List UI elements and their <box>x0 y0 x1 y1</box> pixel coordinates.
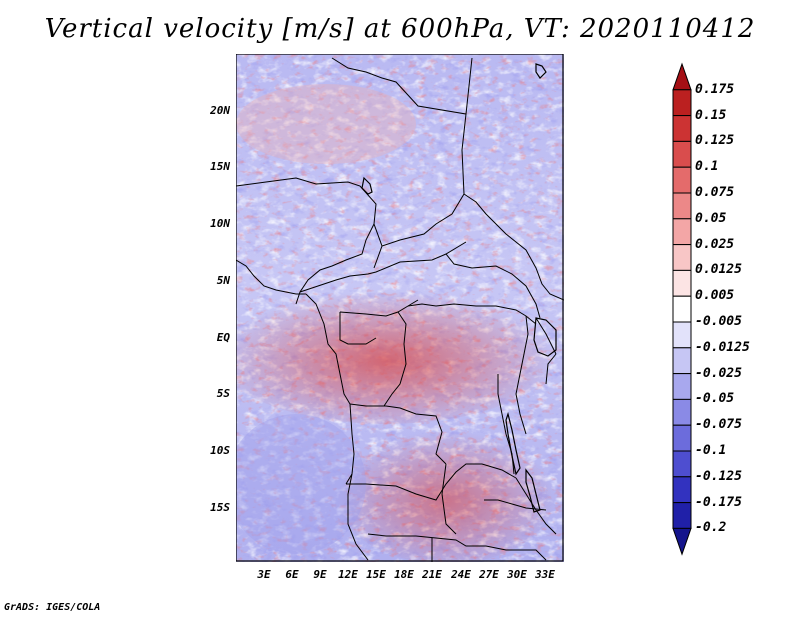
xlabel-15e: 15E <box>366 568 386 581</box>
colorbar-label: -0.175 <box>695 494 742 510</box>
colorbar-label: 0.15 <box>695 107 727 123</box>
colorbar-label: 0.125 <box>695 133 735 149</box>
colorbar-segment <box>672 398 692 426</box>
colorbar-label: -0.025 <box>695 365 742 381</box>
colorbar-label: -0.005 <box>695 314 742 329</box>
lake-victoria <box>533 317 557 357</box>
colorbar-segment <box>672 527 692 556</box>
lake-tanganyika <box>505 411 521 476</box>
ylabel-5n: 5N <box>216 274 230 287</box>
colorbar-label: -0.1 <box>695 443 727 458</box>
convective-belt <box>216 284 556 424</box>
colorbar-label: 0.05 <box>695 210 727 226</box>
ylabel-5s: 5S <box>216 387 230 400</box>
colorbar-label: 0.075 <box>695 185 735 200</box>
atlantic-subsidence <box>226 414 366 554</box>
colorbar-label: -0.125 <box>695 468 742 484</box>
colorbar-segment <box>672 166 692 194</box>
colorbar-label: 0.1 <box>695 159 719 175</box>
colorbar-label: -0.2 <box>695 520 727 536</box>
colorbar-segment <box>672 269 692 297</box>
colorbar-segment <box>672 450 692 478</box>
ylabel-eq: EQ <box>216 331 230 344</box>
lakes <box>361 63 557 513</box>
xlabel-18e: 18E <box>394 568 414 581</box>
colorbar-label: 0.175 <box>695 81 735 97</box>
colorbar-label: -0.05 <box>695 391 735 407</box>
xlabel-33e: 33E <box>535 568 555 581</box>
xlabel-6e: 6E <box>285 568 299 581</box>
ylabel-10n: 10N <box>210 217 230 230</box>
colorbar-segment <box>672 62 692 91</box>
xlabel-21e: 21E <box>422 568 442 581</box>
map-title: Vertical velocity [m/s] at 600hPa, VT: 2… <box>44 14 756 44</box>
colorbar-segment <box>672 347 692 375</box>
colorbar-segment <box>672 218 692 246</box>
vertical-velocity-map <box>216 53 565 564</box>
colorbar-label: -0.0125 <box>695 339 750 355</box>
map-canvas <box>216 53 565 564</box>
credit-text: GrADS: IGES/COLA <box>4 602 101 613</box>
colorbar-segment <box>672 115 692 142</box>
colorbar-segment <box>672 373 692 400</box>
colorbar-segment <box>672 502 692 529</box>
colorbar-label: -0.075 <box>695 417 742 433</box>
colorbar <box>672 62 692 556</box>
xlabel-12e: 12E <box>338 568 358 581</box>
colorbar-label: 0.0125 <box>695 262 742 278</box>
country-borders <box>235 57 565 562</box>
lake-chad <box>361 176 373 195</box>
southern-convection <box>336 424 556 564</box>
ylabel-10s: 10S <box>210 444 230 457</box>
colorbar-segment <box>672 244 692 271</box>
colorbar-segment <box>672 476 692 504</box>
red-sea-coast <box>535 63 547 79</box>
lake-malawi <box>525 468 541 513</box>
colorbar-segment <box>672 424 692 452</box>
xlabel-30e: 30E <box>507 568 527 581</box>
colorbar-label: 0.005 <box>695 288 735 304</box>
xlabel-24e: 24E <box>451 568 471 581</box>
colorbar-segment <box>672 192 692 220</box>
sahara-updraft <box>236 84 416 164</box>
xlabel-9e: 9E <box>313 568 327 581</box>
xlabel-3e: 3E <box>257 568 271 581</box>
colorbar-segment <box>672 89 692 117</box>
colorbar-segment <box>672 140 692 168</box>
map-border <box>235 53 564 562</box>
ylabel-15n: 15N <box>210 160 230 173</box>
ylabel-15s: 15S <box>210 501 230 514</box>
colorbar-segment <box>672 321 692 349</box>
colorbar-label: 0.025 <box>695 236 735 252</box>
xlabel-27e: 27E <box>479 568 499 581</box>
colorbar-segment <box>672 295 692 323</box>
ylabel-20n: 20N <box>210 104 230 117</box>
